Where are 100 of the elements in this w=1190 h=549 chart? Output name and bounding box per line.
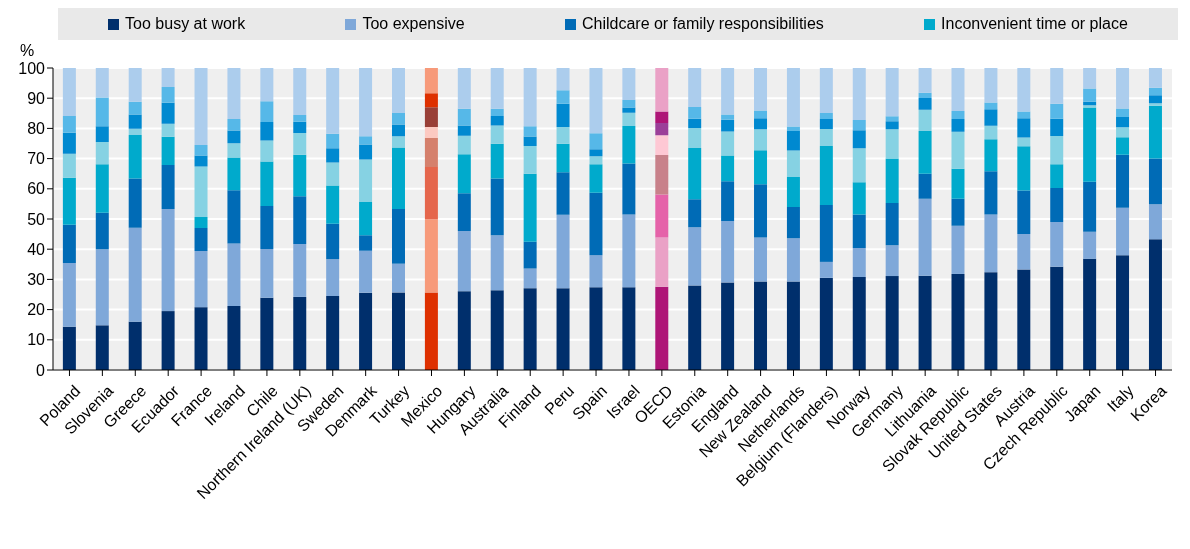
- bar: [885, 276, 899, 370]
- bar: [95, 141, 109, 165]
- bar: [293, 196, 307, 245]
- bar: [622, 125, 636, 164]
- bar: [391, 147, 405, 210]
- bar: [523, 288, 537, 370]
- y-tick-label: 40: [27, 240, 46, 258]
- bar: [1083, 258, 1097, 370]
- bar: [754, 129, 768, 151]
- bar: [556, 126, 570, 144]
- bar: [227, 157, 241, 191]
- bar: [391, 113, 405, 125]
- bar: [424, 138, 438, 168]
- bar: [490, 178, 504, 236]
- bar: [326, 148, 340, 163]
- bar: [688, 106, 702, 119]
- bar: [655, 286, 669, 370]
- bar: [194, 155, 208, 167]
- bar: [260, 161, 274, 207]
- bar: [852, 130, 866, 149]
- bar: [128, 101, 142, 115]
- bar: [852, 247, 866, 277]
- bar: [556, 143, 570, 173]
- bar: [688, 227, 702, 286]
- bar: [194, 166, 208, 217]
- bar: [227, 243, 241, 306]
- bar: [1148, 204, 1162, 240]
- bar: [194, 307, 208, 370]
- bar: [523, 241, 537, 269]
- bar: [885, 245, 899, 277]
- bar: [754, 68, 768, 111]
- bar: [457, 231, 471, 292]
- bar: [786, 68, 800, 127]
- bar: [490, 108, 504, 117]
- bar: [1116, 154, 1130, 208]
- bar: [326, 223, 340, 260]
- bar: [490, 290, 504, 370]
- bar: [819, 113, 833, 120]
- bar: [391, 68, 405, 113]
- bar: [128, 135, 142, 179]
- bar: [161, 164, 175, 210]
- bar: [359, 136, 373, 145]
- bar: [819, 205, 833, 262]
- bar: [1116, 137, 1130, 155]
- bar: [721, 221, 735, 283]
- bar: [523, 173, 537, 242]
- bar: [589, 192, 603, 256]
- bar: [260, 248, 274, 298]
- bar: [688, 128, 702, 149]
- bar: [786, 177, 800, 207]
- bar: [1148, 103, 1162, 106]
- bar: [1017, 146, 1031, 191]
- bar: [1050, 266, 1064, 370]
- bar: [227, 130, 241, 144]
- bar: [556, 90, 570, 104]
- bar: [1083, 105, 1097, 108]
- bar: [885, 202, 899, 246]
- bar: [227, 305, 241, 370]
- bar: [589, 287, 603, 370]
- bar: [194, 251, 208, 308]
- bar: [754, 237, 768, 282]
- bar: [852, 182, 866, 215]
- bar: [1017, 118, 1031, 138]
- bar: [457, 154, 471, 194]
- bar: [62, 326, 76, 370]
- bar: [1050, 103, 1064, 119]
- bar: [655, 68, 669, 112]
- bar: [260, 140, 274, 162]
- bar: [1083, 231, 1097, 259]
- bar: [1083, 68, 1097, 89]
- bar: [227, 143, 241, 158]
- legend-label: Too expensive: [362, 15, 465, 33]
- bar: [819, 129, 833, 146]
- bar: [1083, 88, 1097, 102]
- bar: [951, 273, 965, 370]
- bar: [556, 288, 570, 370]
- bar: [1050, 135, 1064, 165]
- bar: [293, 154, 307, 197]
- bar: [457, 291, 471, 370]
- y-tick-label: 90: [27, 89, 46, 107]
- bar: [359, 68, 373, 137]
- bar: [391, 263, 405, 293]
- bar: [721, 114, 735, 120]
- bar: [1050, 118, 1064, 136]
- bar: [457, 108, 471, 126]
- bar: [128, 114, 142, 129]
- bar: [819, 119, 833, 129]
- bar: [523, 136, 537, 146]
- bar: [754, 118, 768, 130]
- bar: [62, 224, 76, 264]
- bar: [359, 292, 373, 370]
- bar: [457, 125, 471, 136]
- bar: [918, 68, 932, 93]
- bar: [754, 281, 768, 370]
- bar: [655, 135, 669, 155]
- bar: [1083, 101, 1097, 106]
- bar: [754, 110, 768, 119]
- bar: [885, 116, 899, 122]
- bar: [161, 87, 175, 103]
- bar: [293, 68, 307, 116]
